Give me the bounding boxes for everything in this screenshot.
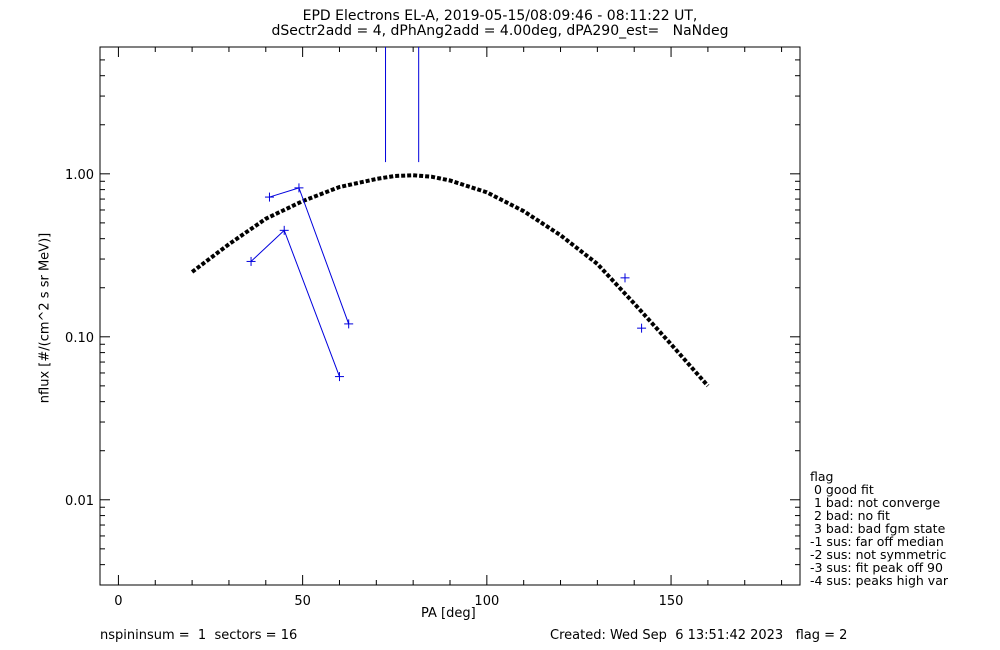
legend-item: -4 sus: peaks high var (810, 573, 949, 588)
data-point (264, 192, 274, 202)
x-axis-label: PA [deg] (421, 606, 476, 621)
footer-spin-info: nspininsum = 1 sectors = 16 (100, 628, 298, 643)
x-tick-label: 0 (114, 594, 122, 609)
axis-ticks (100, 46, 800, 586)
legend-item: 3 bad: bad fgm state (810, 521, 946, 536)
data-point (620, 273, 630, 283)
data-point (637, 323, 647, 333)
y-tick-label: 0.01 (65, 494, 94, 509)
data-point (294, 183, 304, 193)
data-line (269, 187, 350, 325)
chart-title: EPD Electrons EL-A, 2019-05-15/08:09:46 … (0, 9, 1000, 39)
footer-created-info: Created: Wed Sep 6 13:51:42 2023 flag = … (550, 628, 848, 643)
y-axis-label: nflux [#/(cm^2 s sr MeV)] (37, 232, 53, 404)
y-tick-label: 0.10 (65, 331, 94, 346)
x-tick-label: 50 (294, 594, 311, 609)
legend-item: 1 bad: not converge (810, 495, 941, 510)
legend-item: 2 bad: no fit (810, 508, 890, 523)
flag-legend: flag 0 good fit 1 bad: not converge 2 ba… (810, 470, 948, 587)
fit-curve (190, 173, 710, 388)
legend-item: -3 sus: fit peak off 90 (810, 560, 943, 575)
axis-tick-labels: 0 50 100 150 0.01 0.10 1.00 (65, 168, 683, 609)
legend-item: -2 sus: not symmetric (810, 547, 947, 562)
y-tick-label: 1.00 (65, 168, 94, 183)
legend-title: flag (810, 469, 834, 484)
data-point (279, 225, 289, 235)
plot-frame (99, 46, 801, 586)
legend-item: -1 sus: far off median (810, 534, 944, 549)
chart-title-line-2: dSectr2add = 4, dPhAng2add = 4.00deg, dP… (271, 23, 729, 39)
data-line (250, 229, 340, 377)
data-point (246, 256, 256, 266)
chart-marks (190, 47, 710, 388)
x-tick-label: 150 (659, 594, 684, 609)
legend-item: 0 good fit (810, 482, 874, 497)
chart-title-line-1: EPD Electrons EL-A, 2019-05-15/08:09:46 … (302, 8, 698, 24)
x-tick-label: 100 (474, 594, 499, 609)
data-point (344, 319, 354, 329)
data-point (334, 372, 344, 382)
